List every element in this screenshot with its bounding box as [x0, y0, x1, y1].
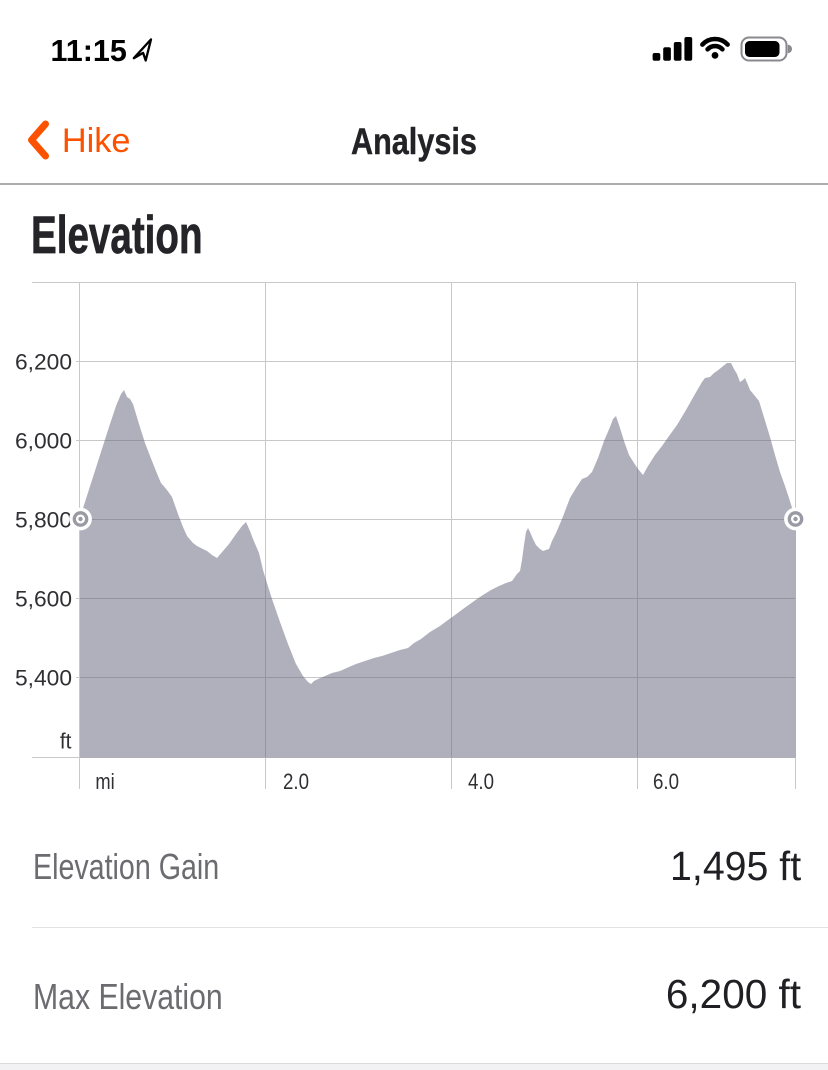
svg-text:2.0: 2.0 — [283, 769, 309, 794]
svg-text:mi: mi — [95, 769, 114, 794]
svg-text:5,400: 5,400 — [15, 666, 72, 691]
svg-text:ft: ft — [60, 729, 72, 754]
svg-text:5,800: 5,800 — [15, 508, 72, 533]
svg-text:6,200: 6,200 — [15, 350, 72, 375]
svg-text:6,000: 6,000 — [15, 429, 72, 454]
svg-text:4.0: 4.0 — [468, 769, 494, 794]
svg-text:6.0: 6.0 — [653, 769, 679, 794]
svg-text:5,600: 5,600 — [15, 587, 72, 612]
